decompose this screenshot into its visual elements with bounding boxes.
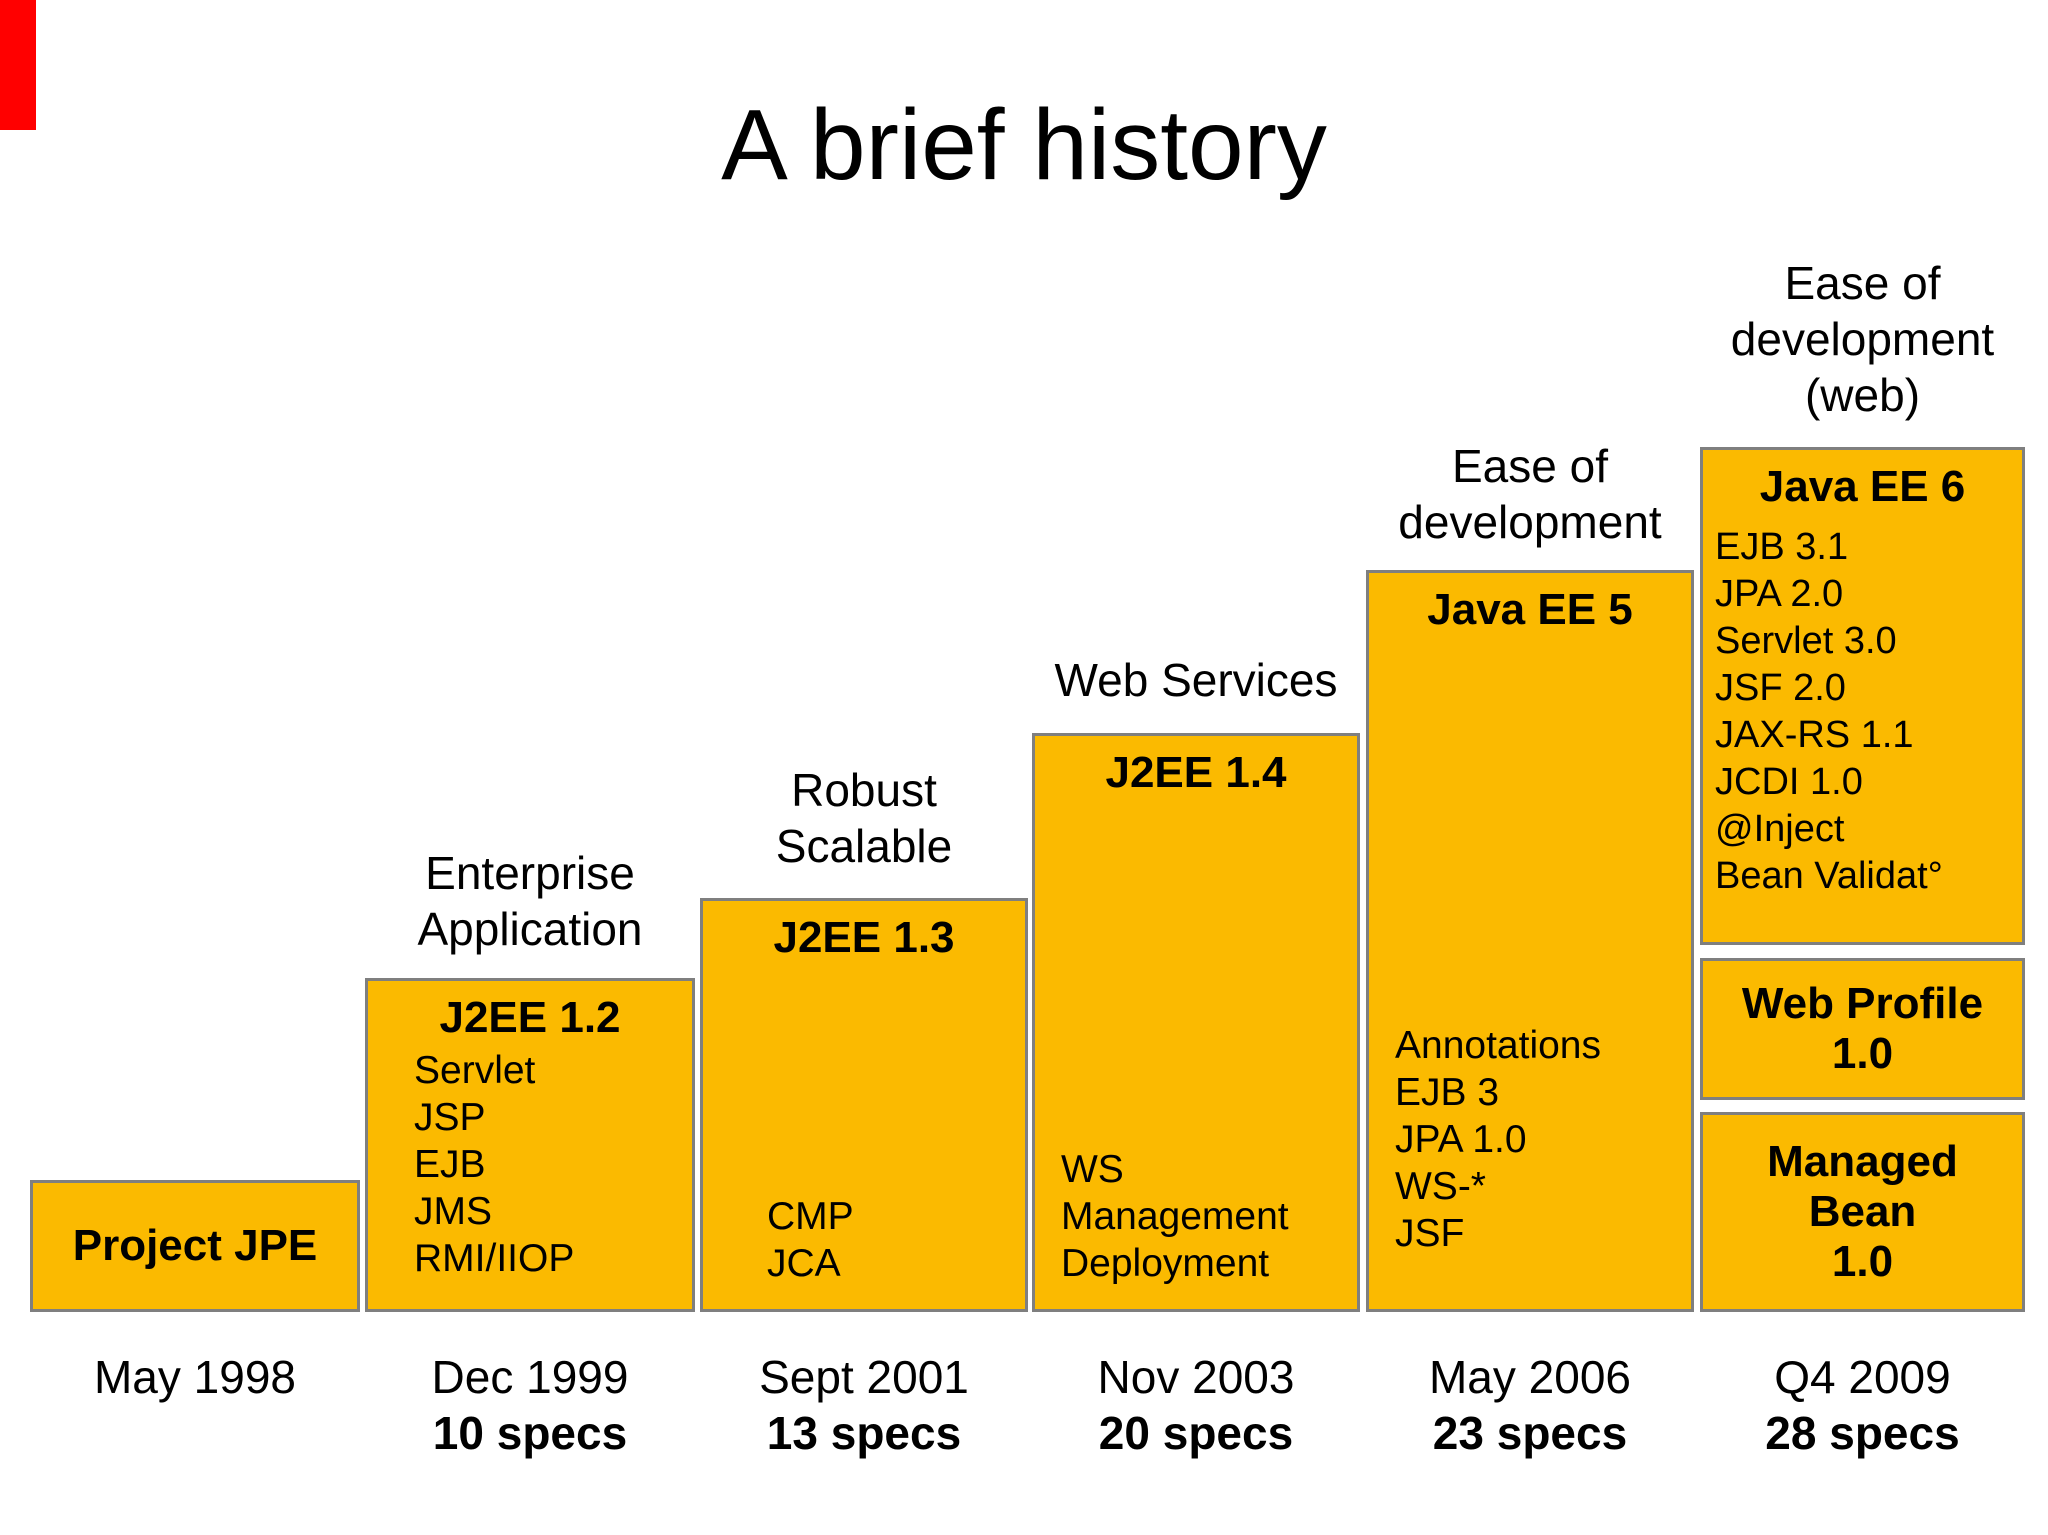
column-header-ease-of-development-web: Ease of development (web) xyxy=(1700,255,2025,423)
box-j2ee-1-4: J2EE 1.4 WS Management Deployment xyxy=(1032,733,1360,1312)
box-title: Java EE 5 xyxy=(1427,585,1633,634)
box-item: JPA 1.0 xyxy=(1395,1118,1527,1161)
specs-label-20-specs: 20 specs xyxy=(1098,1407,1294,1459)
header-line: Ease of xyxy=(1452,440,1608,492)
box-title-line: 1.0 xyxy=(1831,1029,1894,1078)
header-line: Ease of xyxy=(1784,257,1941,309)
box-item: JSF xyxy=(1395,1212,1465,1255)
box-title: J2EE 1.2 xyxy=(439,993,621,1042)
specs-label-13-specs: 13 specs xyxy=(766,1407,962,1459)
box-item: JCDI 1.0 xyxy=(1715,761,1863,803)
box-item: JCA xyxy=(767,1242,841,1285)
box-title: J2EE 1.4 xyxy=(1105,748,1287,797)
box-item: Annotations xyxy=(1395,1024,1601,1067)
box-item-list: EJB 3.1 JPA 2.0 Servlet 3.0 JSF 2.0 JAX-… xyxy=(1703,524,2022,900)
box-item: Deployment xyxy=(1061,1242,1270,1285)
box-item-list: CMP JCA xyxy=(703,1193,1025,1309)
date-label-sept-2001: Sept 2001 xyxy=(759,1351,969,1403)
box-item: Bean Validat° xyxy=(1715,855,1943,897)
header-line: development xyxy=(1398,496,1662,548)
box-item: Servlet xyxy=(414,1049,536,1092)
date-label-may-1998: May 1998 xyxy=(93,1351,296,1403)
box-item: JSF 2.0 xyxy=(1715,667,1846,709)
specs-label-23-specs: 23 specs xyxy=(1432,1407,1628,1459)
box-item: JPA 2.0 xyxy=(1715,573,1844,615)
box-item-list: WS Management Deployment xyxy=(1035,1146,1357,1309)
box-item: CMP xyxy=(767,1195,854,1238)
box-item: EJB xyxy=(414,1143,486,1186)
date-label-q4-2009: Q4 2009 xyxy=(1774,1351,1951,1403)
date-label-dec-1999: Dec 1999 xyxy=(431,1351,629,1403)
header-line: Enterprise xyxy=(425,847,635,899)
box-web-profile-1-0: Web Profile 1.0 xyxy=(1700,958,2025,1100)
box-item: WS xyxy=(1061,1148,1124,1191)
column-header-web-services: Web Services xyxy=(1032,652,1360,708)
box-title: J2EE 1.3 xyxy=(773,913,955,962)
box-title: Java EE 6 xyxy=(1759,462,1966,511)
date-label-may-2006: May 2006 xyxy=(1428,1351,1631,1403)
box-item: JAX-RS 1.1 xyxy=(1715,714,1914,756)
box-project-jpe: Project JPE xyxy=(30,1180,360,1312)
box-managed-bean-1-0: Managed Bean 1.0 xyxy=(1700,1112,2025,1312)
box-title-line: Bean xyxy=(1808,1187,1917,1236)
red-accent-bar xyxy=(0,0,36,130)
box-java-ee-5: Java EE 5 Annotations EJB 3 JPA 1.0 WS-*… xyxy=(1366,570,1694,1312)
header-line: Web Services xyxy=(1054,654,1338,706)
box-item: JMS xyxy=(414,1190,492,1233)
box-java-ee-6: Java EE 6 EJB 3.1 JPA 2.0 Servlet 3.0 JS… xyxy=(1700,447,2025,945)
box-j2ee-1-3: J2EE 1.3 CMP JCA xyxy=(700,898,1028,1312)
box-item: EJB 3 xyxy=(1395,1071,1500,1114)
box-title-line: Web Profile xyxy=(1741,979,1984,1028)
slide-title: A brief history xyxy=(721,89,1327,201)
box-title: Project JPE xyxy=(72,1221,318,1270)
box-item-list: Annotations EJB 3 JPA 1.0 WS-* JSF xyxy=(1369,1022,1691,1309)
box-j2ee-1-2: J2EE 1.2 Servlet JSP EJB JMS RMI/IIOP xyxy=(365,978,695,1312)
box-item: Servlet 3.0 xyxy=(1715,620,1897,662)
box-item: JSP xyxy=(414,1096,486,1139)
column-header-enterprise-application: Enterprise Application xyxy=(365,845,695,957)
box-item: EJB 3.1 xyxy=(1715,526,1849,568)
header-line: Application xyxy=(417,903,643,955)
column-header-robust-scalable: Robust Scalable xyxy=(700,762,1028,874)
box-item: WS-* xyxy=(1395,1165,1486,1208)
box-item: Management xyxy=(1061,1195,1289,1238)
specs-label-28-specs: 28 specs xyxy=(1765,1407,1960,1459)
date-label-nov-2003: Nov 2003 xyxy=(1097,1351,1295,1403)
specs-label-10-specs: 10 specs xyxy=(432,1407,628,1459)
box-item-list: Servlet JSP EJB JMS RMI/IIOP xyxy=(368,1047,692,1282)
box-item: @Inject xyxy=(1715,808,1845,850)
header-line: Scalable xyxy=(775,820,953,872)
column-header-ease-of-development: Ease of development xyxy=(1366,438,1694,550)
header-line: (web) xyxy=(1804,369,1921,421)
header-line: Robust xyxy=(791,764,937,816)
box-title-line: 1.0 xyxy=(1831,1237,1894,1286)
box-title-line: Managed xyxy=(1767,1137,1958,1186)
header-line: development xyxy=(1730,313,1995,365)
box-item: RMI/IIOP xyxy=(414,1237,575,1280)
